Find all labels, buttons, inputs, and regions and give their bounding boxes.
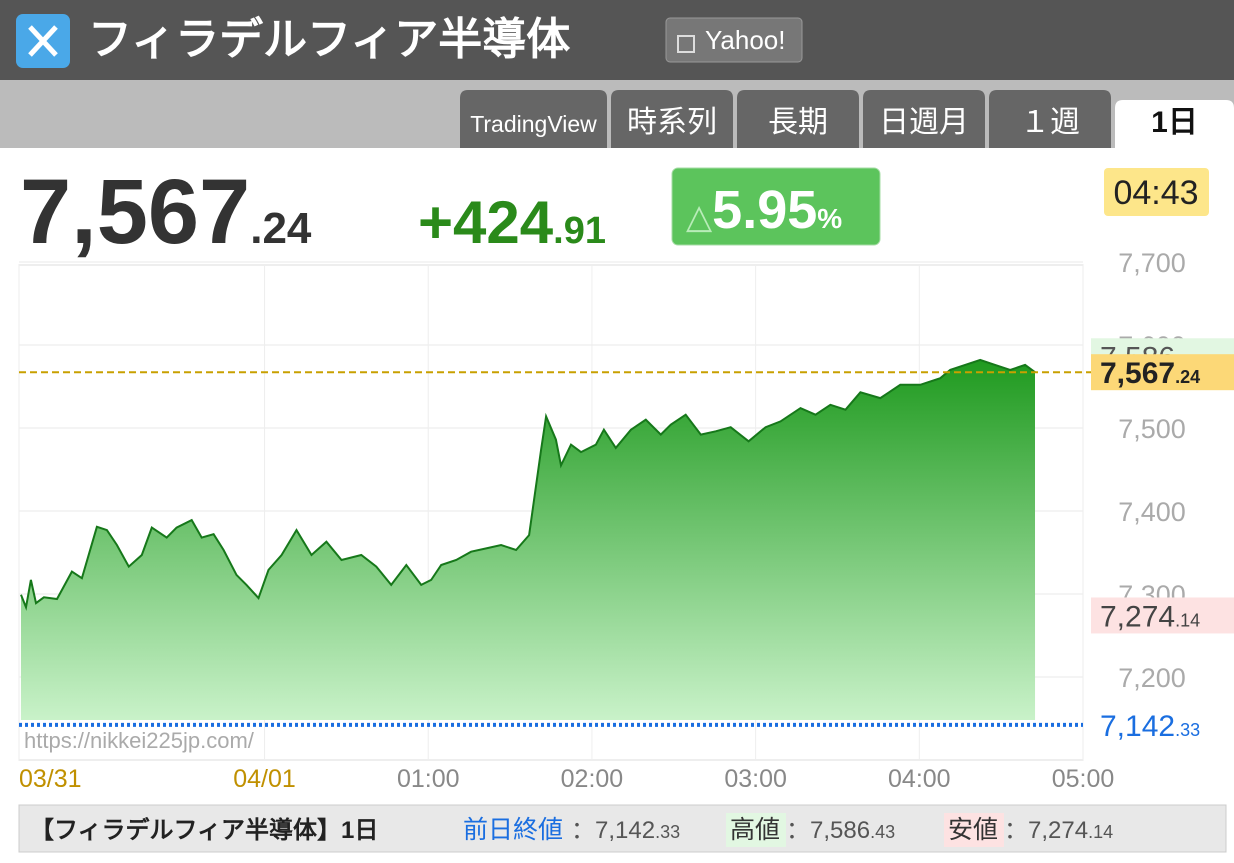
tab[interactable]	[611, 90, 733, 148]
footer-value-small: .14	[1088, 822, 1113, 842]
footer: 【フィラデルフィア半導体】1日 前日終値 ：7,142.33 高値 ：7,586.43 安…	[30, 813, 1113, 847]
change-decimal: .91	[553, 210, 606, 252]
x-glyph	[28, 25, 58, 57]
x-tick-label: 04:00	[888, 765, 951, 793]
footer-value-main: ：7,586	[786, 817, 870, 844]
tab[interactable]	[737, 90, 859, 148]
percent-symbol: △	[686, 198, 713, 236]
footer-label: 前日終値	[463, 816, 563, 844]
footer-value: ：7,586.43	[786, 817, 895, 844]
footer-label-box	[726, 813, 786, 847]
percent-value: 5.95	[712, 180, 817, 240]
x-tick-label: 03/31	[19, 765, 82, 793]
x-tick-label: 03:00	[724, 765, 787, 793]
footer-value: ：7,142.33	[571, 817, 680, 844]
footer-value-small: .43	[870, 822, 895, 842]
tab[interactable]	[1115, 100, 1234, 148]
tab-label[interactable]: 1日	[1151, 106, 1198, 139]
chart: 7,2007,3007,4007,5007,6007,70003/3104/01…	[18, 248, 1234, 793]
reference-label-small: .33	[1175, 720, 1200, 740]
change: +424.91	[418, 189, 606, 256]
tab[interactable]	[989, 90, 1111, 148]
percent: △5.95%	[686, 180, 842, 240]
y-tick-label: 7,200	[1118, 663, 1186, 693]
footer-value-main: ：7,274	[1004, 817, 1088, 844]
yahoo-label: Yahoo!	[705, 25, 785, 55]
area-fill	[20, 359, 1036, 720]
footer-label-box	[944, 813, 1004, 847]
reference-label-small: .24	[1175, 367, 1200, 387]
tabs: TradingView 時系列 長期 日週月 １週 1日	[460, 90, 1234, 148]
reference-label-box	[1091, 354, 1234, 391]
percent-unit: %	[817, 203, 842, 234]
watermark: https://nikkei225jp.com/	[24, 728, 255, 753]
time-box	[1104, 168, 1209, 216]
tab-label[interactable]: 時系列	[627, 106, 717, 139]
reference-label: 7,142.33	[1100, 710, 1200, 743]
tab-label[interactable]: 長期	[768, 106, 828, 139]
percent-box	[671, 167, 881, 246]
x-tick-label: 04/01	[233, 765, 296, 793]
price-main: 7,567	[20, 161, 250, 263]
tab-label[interactable]: TradingView	[470, 111, 597, 137]
x-tick-label: 01:00	[397, 765, 460, 793]
x-tick-label: 05:00	[1052, 765, 1115, 793]
tab-label[interactable]: １週	[1020, 106, 1080, 139]
reference-label-main: 7,567	[1100, 357, 1175, 390]
reference-label-main: 7,142	[1100, 710, 1175, 743]
reference-label-small: .14	[1175, 610, 1200, 630]
footer-value-small: .33	[655, 822, 680, 842]
link-icon	[677, 35, 695, 53]
y-tick-label: 7,400	[1118, 497, 1186, 527]
yahoo-button[interactable]	[665, 17, 803, 63]
footer-value: ：7,274.14	[1004, 817, 1113, 844]
price-decimal: .24	[250, 204, 312, 253]
reference-label: 7,274.14	[1100, 600, 1200, 633]
tab-label[interactable]: 日週月	[879, 106, 969, 139]
y-tick-label: 7,700	[1118, 248, 1186, 278]
reference-label-main: 7,274	[1100, 600, 1175, 633]
header-title: フィラデルフィア半導体	[88, 14, 570, 64]
footer-label: 高値	[730, 816, 780, 844]
reference-label: 7,567.24	[1100, 357, 1200, 390]
header-bar	[0, 0, 1234, 80]
x-tick-label: 02:00	[561, 765, 624, 793]
tab[interactable]	[460, 90, 607, 148]
price: 7,567.24	[20, 161, 312, 263]
y-tick-label: 7,500	[1118, 414, 1186, 444]
change-main: +424	[418, 189, 554, 256]
time: 04:43	[1113, 174, 1198, 212]
tab[interactable]	[863, 90, 985, 148]
price-line	[20, 358, 1036, 611]
footer-bar	[18, 804, 1227, 853]
footer-value-main: ：7,142	[571, 817, 655, 844]
footer-label: 安値	[948, 816, 998, 844]
footer-title: 【フィラデルフィア半導体】1日	[30, 816, 378, 844]
reference-label-box	[1091, 597, 1234, 634]
